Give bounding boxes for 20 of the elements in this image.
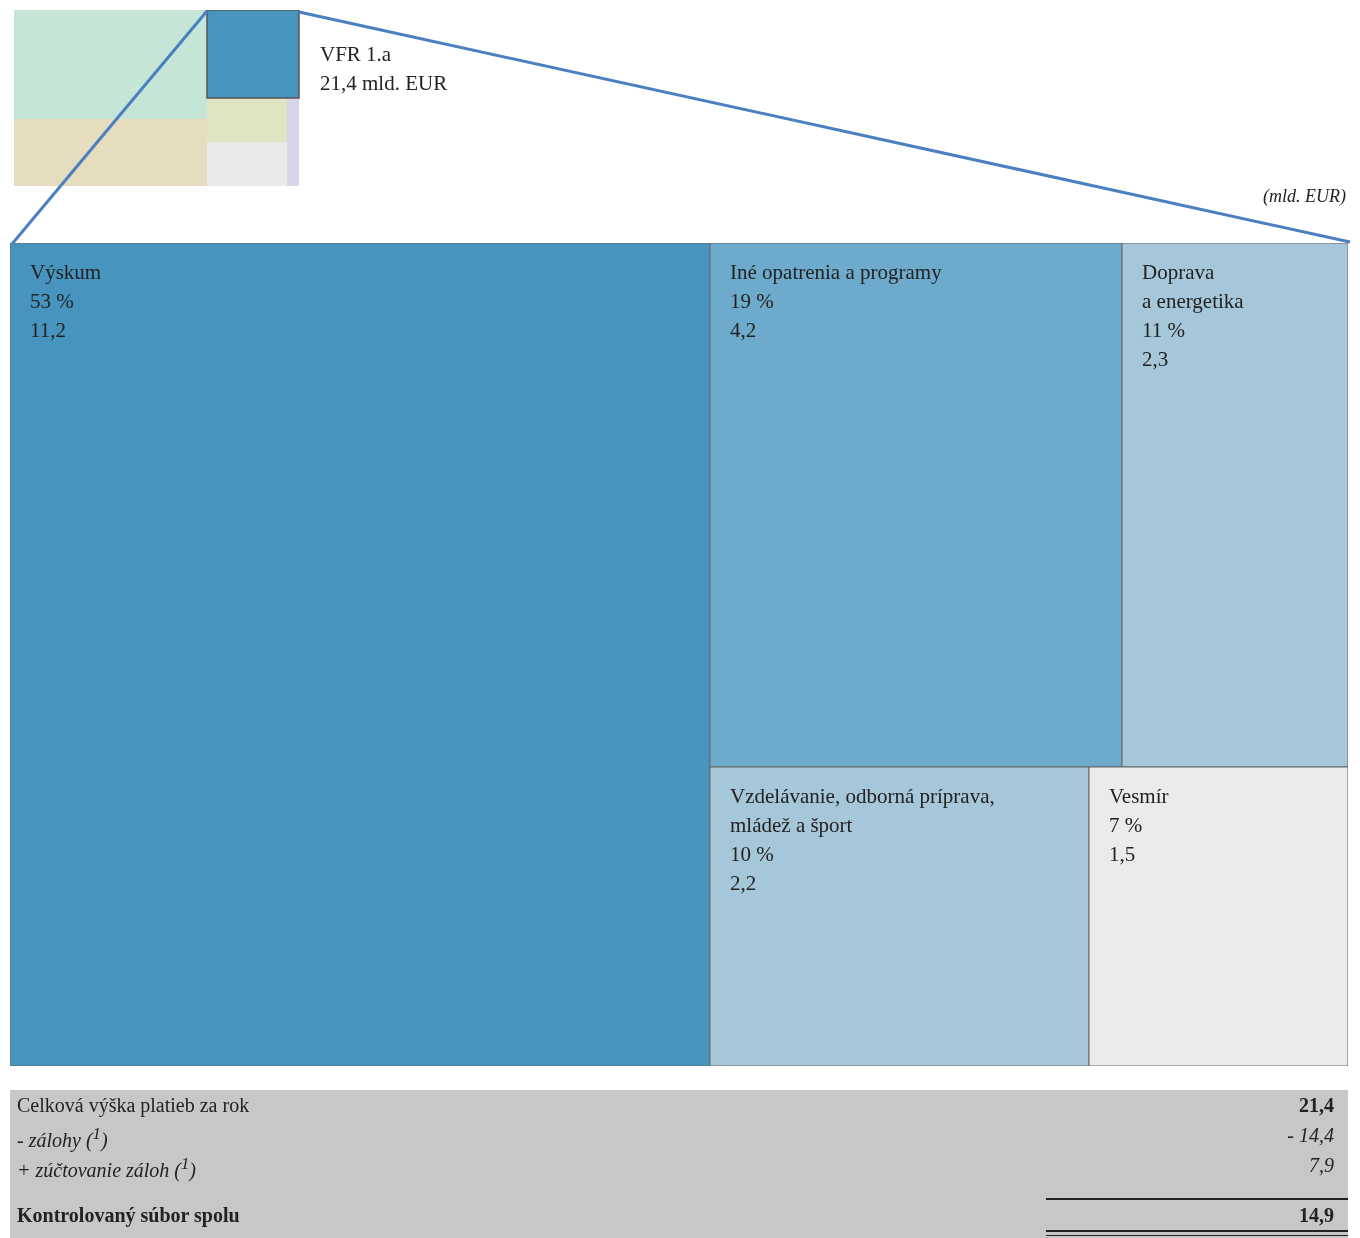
- text: - zálohy ($^{1}$): [17, 1124, 108, 1152]
- data-label: 53 % 11,2: [30, 289, 74, 342]
- category-label: Výskum: [30, 260, 102, 284]
- category-label: Vesmír: [1109, 784, 1169, 808]
- text: - 14,4: [1287, 1124, 1334, 1148]
- text: 14,9: [1299, 1204, 1334, 1227]
- text: 21,4: [1299, 1094, 1334, 1117]
- text: Celková výška platieb za rok: [17, 1094, 250, 1117]
- text: (mld. EUR): [1263, 186, 1346, 207]
- text: Kontrolovaný súbor spolu: [17, 1204, 240, 1227]
- data-label: 10 % 2,2: [730, 842, 774, 895]
- data-label: 7 % 1,5: [1109, 813, 1143, 866]
- category-label: Vzdelávanie, odborná príprava, mládež a šport: [730, 784, 995, 837]
- category-label: Doprava a energetika: [1142, 260, 1245, 313]
- data-label: 11 % 2,3: [1142, 318, 1185, 371]
- text: + zúčtovanie záloh ($^{1}$): [17, 1154, 197, 1182]
- text: 7,9: [1309, 1154, 1334, 1178]
- data-label: 19 % 4,2: [730, 289, 774, 342]
- category-label: Iné opatrenia a programy: [730, 260, 943, 284]
- text: VFR 1.a 21,4 mld. EUR: [320, 41, 448, 97]
